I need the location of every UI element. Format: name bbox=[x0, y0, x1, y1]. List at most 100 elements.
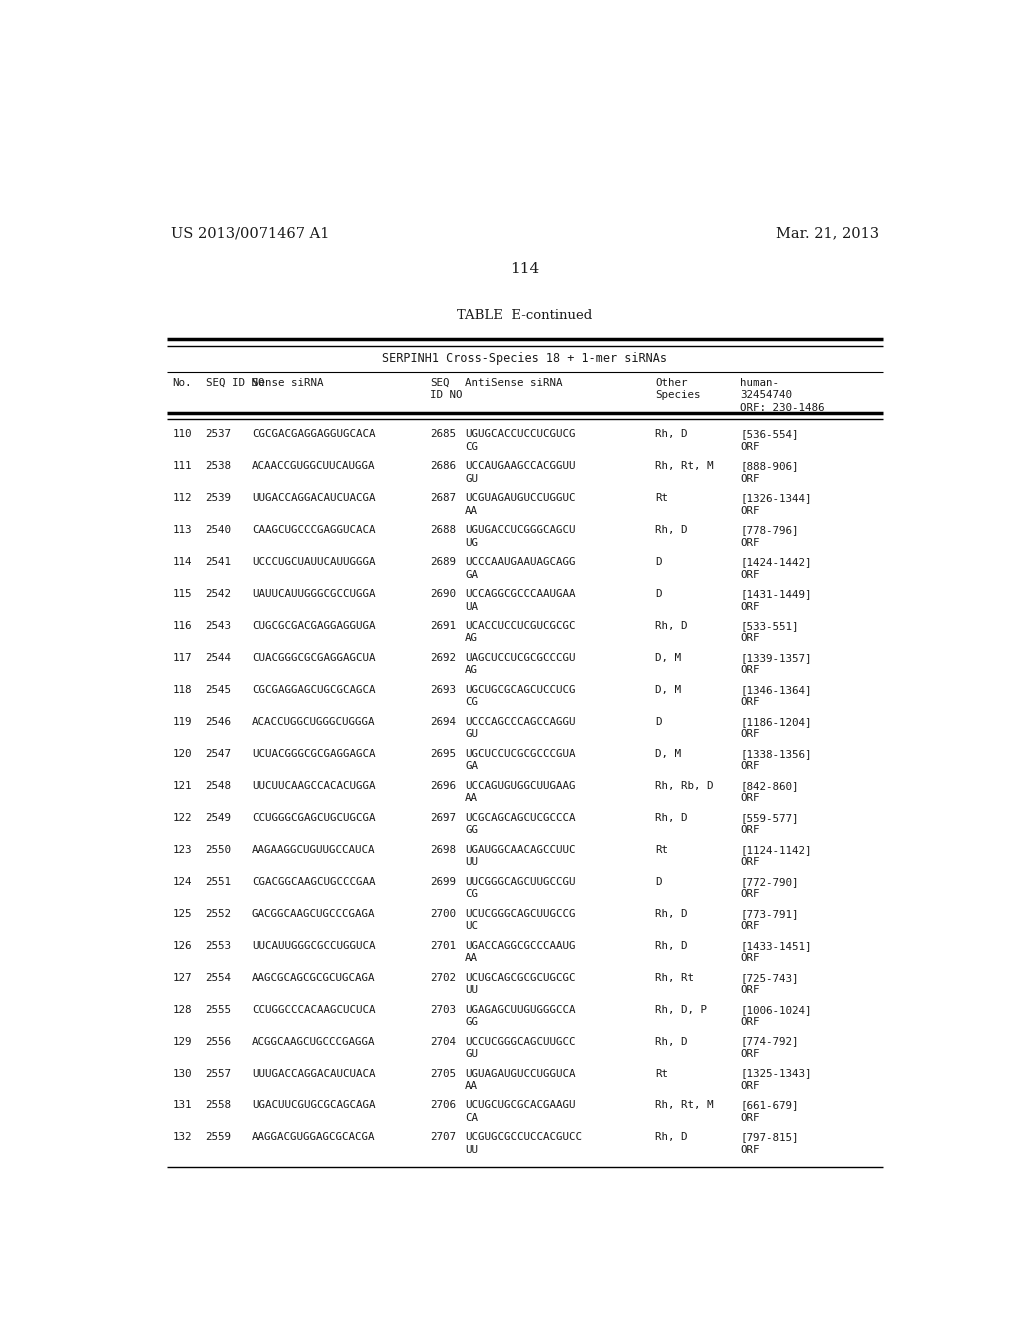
Text: 116: 116 bbox=[172, 622, 191, 631]
Text: 123: 123 bbox=[172, 845, 191, 855]
Text: UC: UC bbox=[465, 921, 478, 931]
Text: Rh, D: Rh, D bbox=[655, 908, 687, 919]
Text: ACAACCGUGGCUUCAUGGA: ACAACCGUGGCUUCAUGGA bbox=[252, 462, 376, 471]
Text: SEQ
ID NO: SEQ ID NO bbox=[430, 378, 463, 400]
Text: CCUGGGCGAGCUGCUGCGA: CCUGGGCGAGCUGCUGCGA bbox=[252, 813, 376, 822]
Text: human-
32454740
ORF: 230-1486: human- 32454740 ORF: 230-1486 bbox=[740, 378, 824, 413]
Text: UUGACCAGGACAUCUACGA: UUGACCAGGACAUCUACGA bbox=[252, 494, 376, 503]
Text: ORF: ORF bbox=[740, 762, 760, 771]
Text: 2699: 2699 bbox=[430, 876, 457, 887]
Text: UGUGACCUCGGGCAGCU: UGUGACCUCGGGCAGCU bbox=[465, 525, 575, 536]
Text: UCCCAAUGAAUAGCAGG: UCCCAAUGAAUAGCAGG bbox=[465, 557, 575, 568]
Text: 2543: 2543 bbox=[206, 622, 231, 631]
Text: AntiSense siRNA: AntiSense siRNA bbox=[465, 378, 562, 388]
Text: 2686: 2686 bbox=[430, 462, 457, 471]
Text: D, M: D, M bbox=[655, 685, 681, 696]
Text: 2689: 2689 bbox=[430, 557, 457, 568]
Text: GU: GU bbox=[465, 1049, 478, 1059]
Text: [778-796]: [778-796] bbox=[740, 525, 799, 536]
Text: UAUUCAUUGGGCGCCUGGA: UAUUCAUUGGGCGCCUGGA bbox=[252, 589, 376, 599]
Text: ORF: ORF bbox=[740, 825, 760, 836]
Text: 110: 110 bbox=[172, 429, 191, 440]
Text: 2685: 2685 bbox=[430, 429, 457, 440]
Text: [1433-1451]: [1433-1451] bbox=[740, 941, 812, 950]
Text: 2555: 2555 bbox=[206, 1005, 231, 1015]
Text: UGCUGCGCAGCUCCUCG: UGCUGCGCAGCUCCUCG bbox=[465, 685, 575, 696]
Text: UCACCUCCUCGUCGCGC: UCACCUCCUCGUCGCGC bbox=[465, 622, 575, 631]
Text: ORF: ORF bbox=[740, 953, 760, 964]
Text: 114: 114 bbox=[172, 557, 191, 568]
Text: ORF: ORF bbox=[740, 634, 760, 643]
Text: [1338-1356]: [1338-1356] bbox=[740, 748, 812, 759]
Text: Mar. 21, 2013: Mar. 21, 2013 bbox=[776, 226, 879, 240]
Text: D: D bbox=[655, 589, 662, 599]
Text: [1346-1364]: [1346-1364] bbox=[740, 685, 812, 696]
Text: ORF: ORF bbox=[740, 793, 760, 804]
Text: CG: CG bbox=[465, 890, 478, 899]
Text: UU: UU bbox=[465, 985, 478, 995]
Text: 2549: 2549 bbox=[206, 813, 231, 822]
Text: ORF: ORF bbox=[740, 890, 760, 899]
Text: UGAUGGCAACAGCCUUC: UGAUGGCAACAGCCUUC bbox=[465, 845, 575, 855]
Text: Rh, D: Rh, D bbox=[655, 429, 687, 440]
Text: AA: AA bbox=[465, 953, 478, 964]
Text: ORF: ORF bbox=[740, 921, 760, 931]
Text: [1326-1344]: [1326-1344] bbox=[740, 494, 812, 503]
Text: 2559: 2559 bbox=[206, 1133, 231, 1142]
Text: [1431-1449]: [1431-1449] bbox=[740, 589, 812, 599]
Text: [1325-1343]: [1325-1343] bbox=[740, 1069, 812, 1078]
Text: UUUGACCAGGACAUCUACA: UUUGACCAGGACAUCUACA bbox=[252, 1069, 376, 1078]
Text: CG: CG bbox=[465, 697, 478, 708]
Text: 2690: 2690 bbox=[430, 589, 457, 599]
Text: UUCGGGCAGCUUGCCGU: UUCGGGCAGCUUGCCGU bbox=[465, 876, 575, 887]
Text: UGACCAGGCGCCCAAUG: UGACCAGGCGCCCAAUG bbox=[465, 941, 575, 950]
Text: ORF: ORF bbox=[740, 1016, 760, 1027]
Text: [1006-1024]: [1006-1024] bbox=[740, 1005, 812, 1015]
Text: 2540: 2540 bbox=[206, 525, 231, 536]
Text: Rh, D, P: Rh, D, P bbox=[655, 1005, 707, 1015]
Text: AAGGACGUGGAGCGCACGA: AAGGACGUGGAGCGCACGA bbox=[252, 1133, 376, 1142]
Text: CG: CG bbox=[465, 442, 478, 451]
Text: D: D bbox=[655, 717, 662, 727]
Text: 2702: 2702 bbox=[430, 973, 457, 982]
Text: UCCCAGCCCAGCCAGGU: UCCCAGCCCAGCCAGGU bbox=[465, 717, 575, 727]
Text: ACACCUGGCUGGGCUGGGA: ACACCUGGCUGGGCUGGGA bbox=[252, 717, 376, 727]
Text: Rh, Rt, M: Rh, Rt, M bbox=[655, 1101, 714, 1110]
Text: 2691: 2691 bbox=[430, 622, 457, 631]
Text: UCCAGGCGCCCAAUGAA: UCCAGGCGCCCAAUGAA bbox=[465, 589, 575, 599]
Text: 2548: 2548 bbox=[206, 781, 231, 791]
Text: ORF: ORF bbox=[740, 602, 760, 611]
Text: 2541: 2541 bbox=[206, 557, 231, 568]
Text: 131: 131 bbox=[172, 1101, 191, 1110]
Text: TABLE  E-continued: TABLE E-continued bbox=[457, 309, 593, 322]
Text: AA: AA bbox=[465, 506, 478, 516]
Text: ORF: ORF bbox=[740, 1049, 760, 1059]
Text: 2694: 2694 bbox=[430, 717, 457, 727]
Text: 2692: 2692 bbox=[430, 653, 457, 663]
Text: AA: AA bbox=[465, 793, 478, 804]
Text: [536-554]: [536-554] bbox=[740, 429, 799, 440]
Text: UCCUCGGGCAGCUUGCC: UCCUCGGGCAGCUUGCC bbox=[465, 1036, 575, 1047]
Text: GG: GG bbox=[465, 825, 478, 836]
Text: [773-791]: [773-791] bbox=[740, 908, 799, 919]
Text: GU: GU bbox=[465, 730, 478, 739]
Text: GU: GU bbox=[465, 474, 478, 483]
Text: UCCAGUGUGGCUUGAAG: UCCAGUGUGGCUUGAAG bbox=[465, 781, 575, 791]
Text: CGCGAGGAGCUGCGCAGCA: CGCGAGGAGCUGCGCAGCA bbox=[252, 685, 376, 696]
Text: [1424-1442]: [1424-1442] bbox=[740, 557, 812, 568]
Text: SEQ ID NO: SEQ ID NO bbox=[206, 378, 264, 388]
Text: CAAGCUGCCCGAGGUCACA: CAAGCUGCCCGAGGUCACA bbox=[252, 525, 376, 536]
Text: 119: 119 bbox=[172, 717, 191, 727]
Text: UUCUUCAAGCCACACUGGA: UUCUUCAAGCCACACUGGA bbox=[252, 781, 376, 791]
Text: ORF: ORF bbox=[740, 442, 760, 451]
Text: 2546: 2546 bbox=[206, 717, 231, 727]
Text: GG: GG bbox=[465, 1016, 478, 1027]
Text: ORF: ORF bbox=[740, 537, 760, 548]
Text: UCGCAGCAGCUCGCCCA: UCGCAGCAGCUCGCCCA bbox=[465, 813, 575, 822]
Text: UA: UA bbox=[465, 602, 478, 611]
Text: [842-860]: [842-860] bbox=[740, 781, 799, 791]
Text: CCUGGCCCACAAGCUCUCA: CCUGGCCCACAAGCUCUCA bbox=[252, 1005, 376, 1015]
Text: UCCAUGAAGCCACGGUU: UCCAUGAAGCCACGGUU bbox=[465, 462, 575, 471]
Text: [533-551]: [533-551] bbox=[740, 622, 799, 631]
Text: 2688: 2688 bbox=[430, 525, 457, 536]
